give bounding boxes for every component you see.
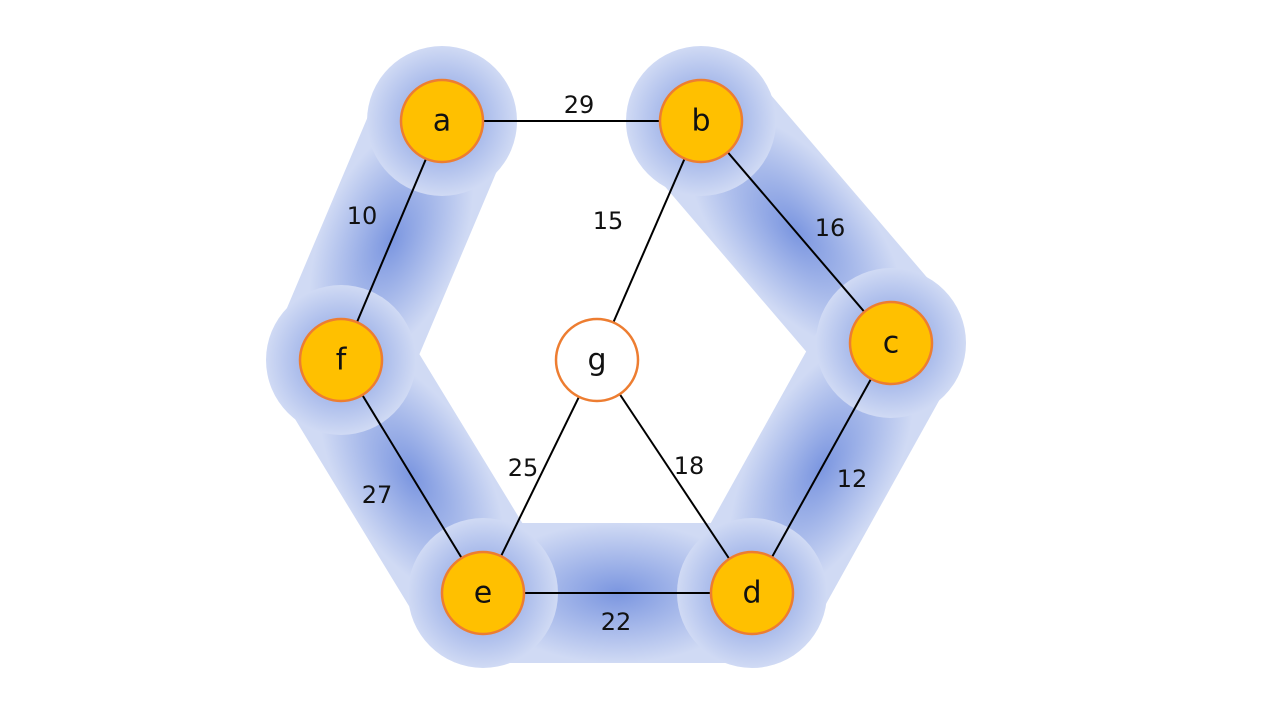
- edge-b-c: [700, 120, 892, 344]
- edge-weight-c-d: 12: [837, 465, 868, 493]
- node-label-e: e: [474, 576, 492, 611]
- edge-c-d: [751, 342, 892, 594]
- node-e: e: [440, 550, 526, 636]
- node-d: d: [709, 550, 795, 636]
- edge-a-f: [340, 120, 443, 361]
- edge-weight-a-b: 29: [564, 91, 595, 119]
- edge-weight-e-d: 22: [601, 608, 632, 636]
- edge-g-d: [596, 359, 753, 594]
- edge-f-e: [340, 359, 484, 594]
- node-label-b: b: [691, 104, 710, 139]
- node-label-d: d: [742, 576, 761, 611]
- edge-weight-b-c: 16: [815, 214, 846, 242]
- node-circle-a: [399, 78, 485, 164]
- node-circle-c: [848, 300, 934, 386]
- node-c: c: [848, 300, 934, 386]
- node-circle-d: [709, 550, 795, 636]
- node-circle-e: [440, 550, 526, 636]
- node-circle-b: [658, 78, 744, 164]
- node-circle-f: [298, 317, 384, 403]
- node-a: a: [399, 78, 485, 164]
- edge-weight-g-e: 25: [508, 454, 539, 482]
- node-label-a: a: [433, 104, 451, 139]
- edge-b-g: [596, 120, 702, 361]
- nodes-layer: a b c d e f g: [298, 78, 934, 636]
- node-label-g: g: [587, 343, 606, 378]
- node-f: f: [298, 317, 384, 403]
- node-label-c: c: [883, 326, 900, 361]
- edge-g-e: [482, 359, 598, 594]
- node-g: g: [554, 317, 640, 403]
- node-circle-g: [554, 317, 640, 403]
- edges-layer: [340, 120, 892, 594]
- edge-weight-f-e: 27: [362, 481, 393, 509]
- edge-labels-layer: 29 10 16 15 12 25 18 27 22: [347, 91, 868, 636]
- edge-weight-a-f: 10: [347, 202, 378, 230]
- edge-weight-g-d: 18: [674, 452, 705, 480]
- node-b: b: [658, 78, 744, 164]
- edge-weight-b-g: 15: [593, 207, 624, 235]
- node-label-f: f: [336, 343, 348, 378]
